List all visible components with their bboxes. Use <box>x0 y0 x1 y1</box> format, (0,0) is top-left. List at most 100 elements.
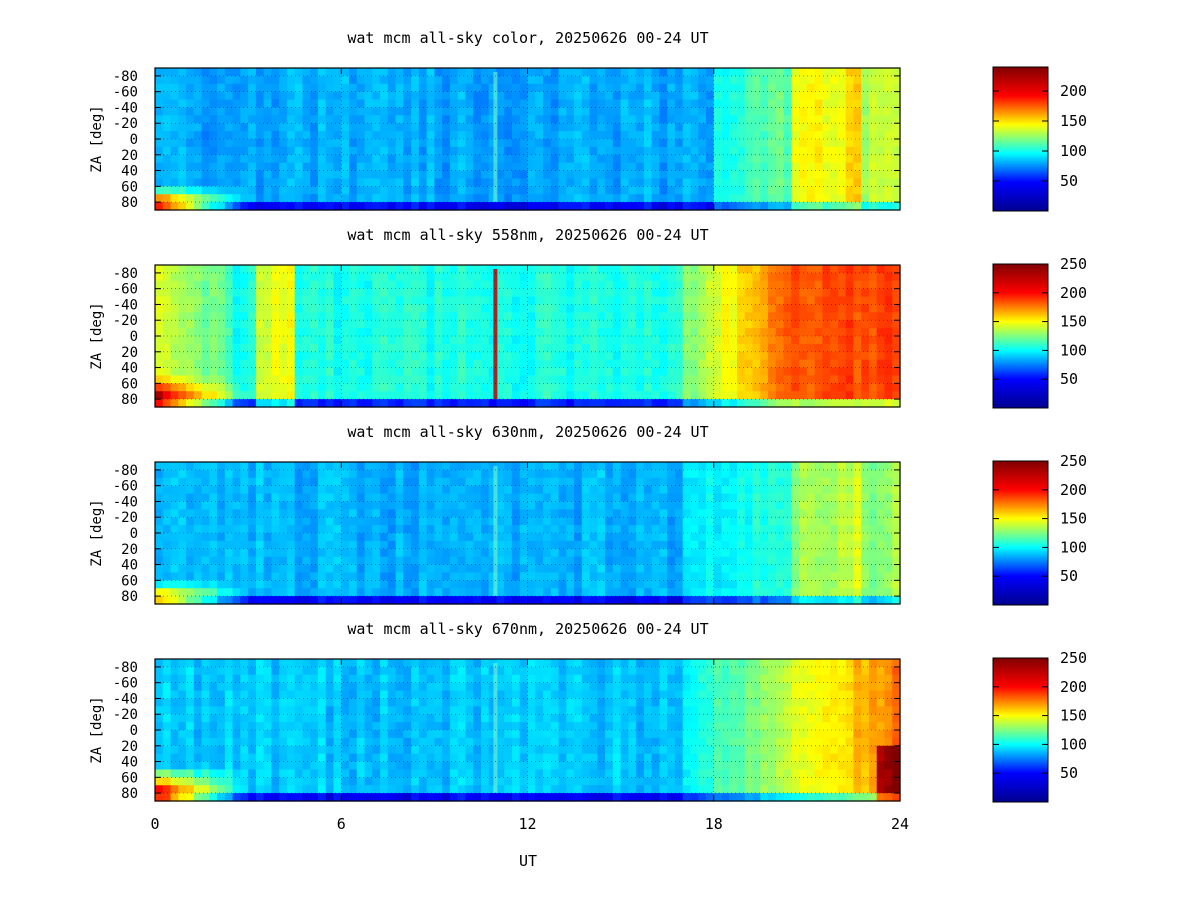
heatmap-cell <box>861 288 870 298</box>
heatmap-cell <box>729 469 738 479</box>
heatmap-cell <box>721 336 730 345</box>
heatmap-cell <box>364 477 373 487</box>
heatmap-cell <box>341 588 350 597</box>
heatmap-cell <box>698 265 707 274</box>
heatmap-cell <box>480 312 490 321</box>
heatmap-cell <box>527 391 536 400</box>
heatmap-cell <box>574 336 583 345</box>
heatmap-cell <box>550 265 560 274</box>
y-tick-label: 60 <box>121 376 138 392</box>
heatmap-cell <box>333 265 342 274</box>
heatmap-cell <box>511 312 521 321</box>
heatmap-cell <box>643 343 653 353</box>
heatmap-cell <box>605 548 614 558</box>
heatmap-cell <box>426 501 435 510</box>
heatmap-cell <box>698 162 707 172</box>
heatmap-cell <box>729 139 738 148</box>
heatmap-cell <box>201 501 210 510</box>
heatmap-cell <box>325 588 335 597</box>
heatmap-cell <box>659 131 668 140</box>
heatmap-cell <box>550 477 560 487</box>
heatmap-cell <box>605 485 614 495</box>
heatmap-cell <box>349 501 358 510</box>
heatmap-cell <box>884 288 893 298</box>
heatmap-cell <box>868 146 878 156</box>
colorbar-gradient <box>992 263 1049 409</box>
heatmap-cell <box>387 367 397 377</box>
heatmap-cell <box>698 540 707 550</box>
heatmap-cell <box>480 517 490 526</box>
heatmap-cell <box>333 115 342 124</box>
heatmap-cell <box>209 272 218 282</box>
heatmap-cell <box>519 375 529 384</box>
heatmap-cell <box>403 146 412 156</box>
heatmap-cell <box>651 139 661 148</box>
heatmap-cell <box>822 115 831 124</box>
heatmap-cell <box>752 383 761 392</box>
heatmap-cell <box>861 107 870 116</box>
heatmap-cell <box>473 501 482 510</box>
heatmap-cell <box>543 596 552 605</box>
heatmap-cell <box>209 68 218 77</box>
heatmap-cell <box>279 375 288 384</box>
heatmap-cell <box>737 336 746 345</box>
heatmap-cell <box>473 312 482 321</box>
heatmap-cell <box>155 107 164 116</box>
heatmap-cell <box>480 351 490 361</box>
heatmap-cell <box>605 493 614 503</box>
heatmap-cell <box>597 596 606 605</box>
heatmap-cell <box>853 343 862 353</box>
heatmap-cell <box>837 115 847 124</box>
heatmap-cell <box>566 367 575 377</box>
heatmap-cell <box>892 265 901 274</box>
heatmap-cell <box>356 202 366 211</box>
heatmap-cell <box>162 493 172 503</box>
heatmap-cell <box>380 320 389 329</box>
heatmap-cell <box>240 572 249 581</box>
heatmap-cell <box>543 540 552 550</box>
heatmap-cell <box>387 99 397 109</box>
heatmap-cell <box>884 131 893 140</box>
heatmap-cell <box>255 572 265 581</box>
heatmap-cell <box>341 399 350 408</box>
heatmap-cell <box>698 485 707 495</box>
heatmap-cell <box>279 596 288 605</box>
heatmap-cell <box>845 91 855 101</box>
heatmap-cell <box>411 399 420 408</box>
heatmap-cell <box>519 280 529 290</box>
heatmap-cell <box>434 312 443 321</box>
heatmap-cell <box>286 139 296 148</box>
heatmap-cell <box>713 525 723 534</box>
heatmap-cell <box>170 533 179 542</box>
heatmap-cell <box>426 115 435 124</box>
heatmap-cell <box>449 123 459 132</box>
heatmap-cell <box>752 162 761 172</box>
heatmap-cell <box>395 509 404 518</box>
heatmap-cell <box>263 525 273 534</box>
heatmap-cell <box>193 162 203 172</box>
heatmap-cell <box>729 178 738 187</box>
heatmap-cell <box>178 580 187 589</box>
heatmap-cell <box>279 139 288 148</box>
heatmap-cell <box>380 312 389 321</box>
heatmap-cell <box>566 540 575 550</box>
heatmap-cell <box>729 154 738 164</box>
heatmap-cell <box>698 146 707 156</box>
heatmap-cell <box>511 596 521 605</box>
heatmap-cell <box>690 477 699 487</box>
heatmap-cell <box>799 328 808 337</box>
heatmap-cell <box>550 572 560 581</box>
heatmap-cell <box>721 107 730 116</box>
heatmap-cell <box>418 509 428 518</box>
heatmap-cell <box>574 493 583 503</box>
heatmap-cell <box>349 343 358 353</box>
heatmap-cell <box>263 556 273 566</box>
heatmap-cell <box>651 343 661 353</box>
heatmap-cell <box>294 170 304 180</box>
heatmap-cell <box>170 320 179 329</box>
heatmap-cell <box>473 391 482 400</box>
heatmap-cell <box>364 517 373 526</box>
heatmap-cell <box>566 336 575 345</box>
heatmap-cell <box>690 194 699 203</box>
heatmap-cell <box>209 91 218 101</box>
